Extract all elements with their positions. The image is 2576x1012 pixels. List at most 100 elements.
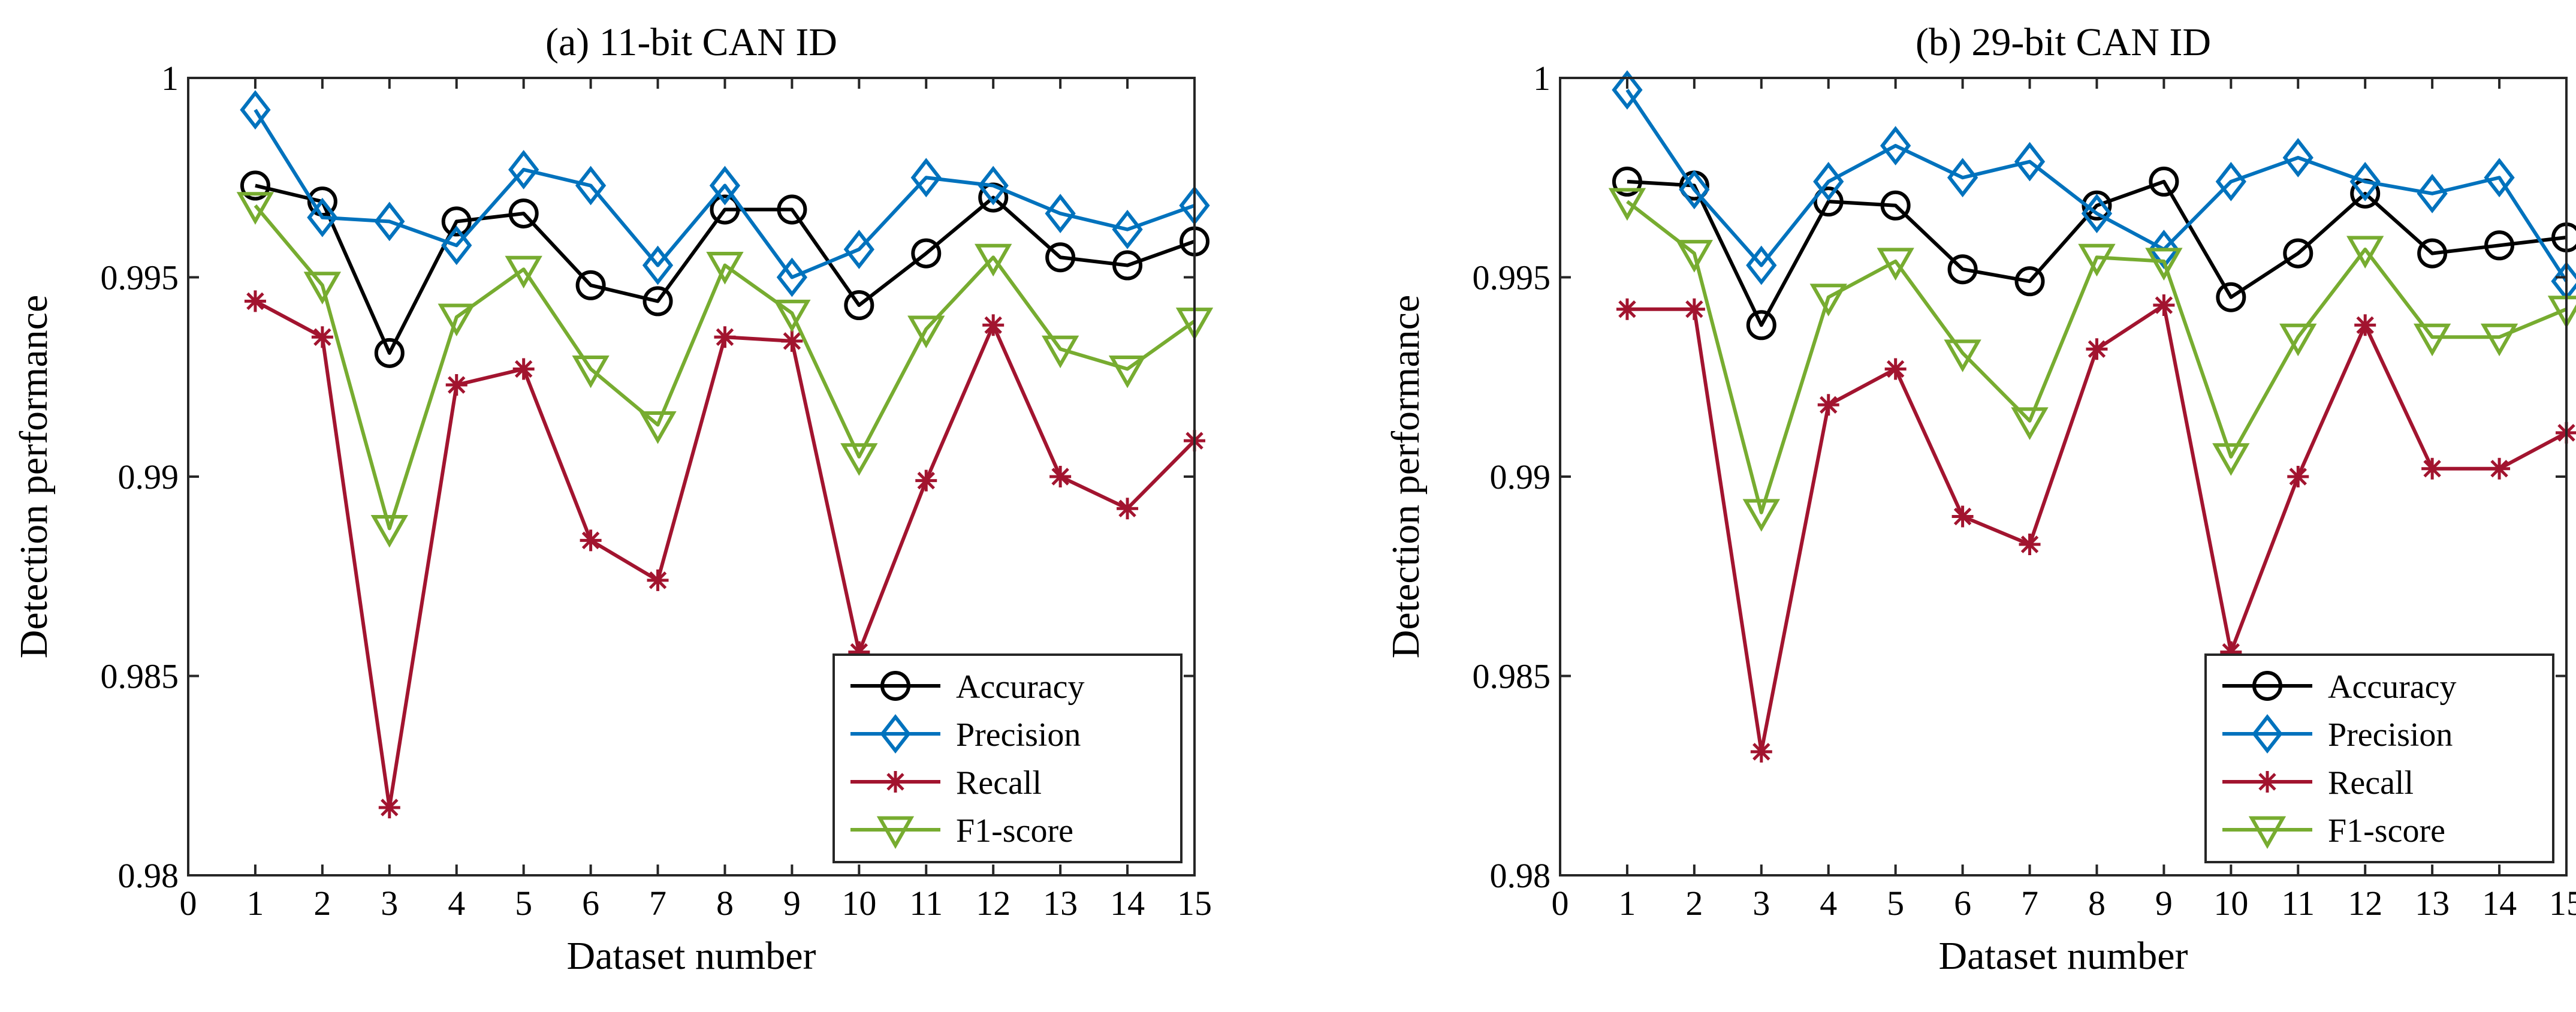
y-axis-label: Detection performance bbox=[12, 295, 56, 659]
x-tick-label: 8 bbox=[2088, 884, 2106, 923]
data-point-f1-score-6 bbox=[572, 355, 610, 388]
data-point-accuracy-6 bbox=[575, 270, 606, 300]
x-tick-label: 14 bbox=[1110, 884, 1145, 923]
x-tick-label: 0 bbox=[1552, 884, 1569, 923]
data-point-recall-12 bbox=[2354, 314, 2376, 336]
data-point-precision-10 bbox=[843, 230, 874, 269]
data-point-f1-score-7 bbox=[2011, 407, 2049, 440]
x-tick-label: 13 bbox=[1043, 884, 1078, 923]
legend-label: Precision bbox=[2328, 716, 2453, 754]
y-tick-label: 0.995 bbox=[101, 258, 179, 297]
data-point-recall-9 bbox=[2153, 294, 2175, 317]
data-point-recall-14 bbox=[1117, 498, 1139, 520]
x-tick-label: 11 bbox=[909, 884, 943, 923]
x-tick-label: 6 bbox=[1954, 884, 1971, 923]
data-point-precision-3 bbox=[1746, 245, 1777, 285]
data-point-recall-7 bbox=[647, 569, 669, 591]
data-point-accuracy-14 bbox=[2484, 230, 2515, 261]
y-tick-label: 0.99 bbox=[1490, 457, 1551, 496]
data-point-recall-12 bbox=[982, 314, 1005, 336]
y-axis-label: Detection performance bbox=[1384, 295, 1428, 659]
legend-marker-icon bbox=[2248, 816, 2287, 850]
legend: Accuracy Precision Recall F1-score bbox=[832, 653, 1183, 863]
data-point-f1-score-5 bbox=[1877, 248, 1914, 281]
data-point-f1-score-8 bbox=[2078, 243, 2116, 277]
data-point-accuracy-4 bbox=[441, 206, 472, 237]
data-point-f1-score-9 bbox=[773, 299, 811, 333]
data-point-accuracy-4 bbox=[1813, 186, 1844, 217]
data-point-accuracy-5 bbox=[508, 198, 539, 229]
series-line-precision bbox=[1625, 89, 2568, 282]
y-tick-label: 1 bbox=[161, 59, 179, 98]
series-line-accuracy bbox=[1627, 179, 2567, 327]
legend-item-precision: Precision bbox=[2222, 714, 2453, 754]
data-point-recall-4 bbox=[445, 374, 467, 396]
data-point-precision-9 bbox=[776, 257, 808, 297]
data-point-f1-score-2 bbox=[303, 272, 342, 305]
data-point-precision-10 bbox=[2215, 162, 2246, 201]
data-point-recall-8 bbox=[714, 326, 736, 348]
x-tick-label: 7 bbox=[2021, 884, 2038, 923]
y-tick-label: 0.98 bbox=[118, 856, 179, 895]
data-point-precision-1 bbox=[240, 90, 271, 130]
legend-label: Accuracy bbox=[2328, 668, 2457, 706]
data-point-f1-score-11 bbox=[2279, 323, 2317, 357]
legend-marker-icon bbox=[885, 771, 906, 793]
data-point-precision-7 bbox=[2014, 141, 2046, 182]
data-point-f1-score-12 bbox=[975, 243, 1012, 277]
legend: Accuracy Precision Recall F1-score bbox=[2204, 653, 2554, 863]
legend-marker-icon bbox=[876, 816, 915, 850]
data-point-recall-13 bbox=[2421, 457, 2444, 480]
data-point-f1-score-11 bbox=[907, 315, 945, 348]
data-point-precision-12 bbox=[2349, 162, 2381, 201]
x-tick-label: 7 bbox=[649, 884, 666, 923]
legend-marker-icon bbox=[880, 714, 911, 754]
x-tick-label: 9 bbox=[783, 884, 801, 923]
data-point-accuracy-9 bbox=[2149, 166, 2179, 197]
data-point-f1-score-7 bbox=[639, 411, 677, 444]
data-point-accuracy-11 bbox=[911, 238, 942, 269]
data-point-accuracy-7 bbox=[643, 286, 673, 317]
data-point-accuracy-13 bbox=[2417, 238, 2448, 269]
data-point-recall-6 bbox=[1951, 505, 1974, 528]
data-point-recall-3 bbox=[378, 796, 400, 818]
data-point-precision-4 bbox=[441, 225, 472, 266]
data-point-f1-score-10 bbox=[2212, 443, 2250, 476]
x-tick-label: 2 bbox=[1685, 884, 1703, 923]
legend-marker-icon bbox=[2252, 671, 2282, 701]
data-point-precision-5 bbox=[508, 150, 539, 189]
x-tick-label: 5 bbox=[515, 884, 532, 923]
data-point-f1-score-14 bbox=[2480, 323, 2518, 357]
chart-panel-29-bit: (b) 29-bit CAN ID0 1 2 3 4 5 6 7 8 9 10 11 12 13 14 150… bbox=[1384, 20, 2576, 978]
data-point-precision-4 bbox=[1813, 162, 1844, 201]
data-point-accuracy-3 bbox=[1746, 310, 1776, 341]
x-tick-label: 1 bbox=[1618, 884, 1636, 923]
data-point-accuracy-13 bbox=[1045, 242, 1076, 273]
data-point-f1-score-5 bbox=[505, 255, 542, 289]
data-point-f1-score-3 bbox=[1742, 499, 1780, 532]
data-point-recall-3 bbox=[1750, 740, 1772, 763]
data-point-accuracy-8 bbox=[710, 194, 740, 225]
legend-label: Precision bbox=[956, 716, 1081, 754]
x-tick-label: 12 bbox=[2348, 884, 2382, 923]
data-point-precision-8 bbox=[709, 165, 741, 206]
legend-label: Recall bbox=[2328, 764, 2414, 802]
data-point-f1-score-13 bbox=[2413, 323, 2451, 357]
data-point-precision-14 bbox=[1112, 209, 1143, 249]
data-point-recall-8 bbox=[2086, 338, 2108, 360]
data-point-recall-2 bbox=[311, 326, 333, 348]
data-point-accuracy-7 bbox=[2014, 266, 2045, 297]
x-tick-label: 9 bbox=[2155, 884, 2173, 923]
data-point-accuracy-14 bbox=[1112, 250, 1143, 281]
data-point-recall-14 bbox=[2488, 457, 2511, 480]
data-point-precision-11 bbox=[910, 158, 942, 198]
data-point-recall-1 bbox=[1616, 298, 1638, 320]
data-point-recall-1 bbox=[244, 290, 266, 312]
legend-item-accuracy: Accuracy bbox=[850, 668, 1085, 706]
legend-marker-icon bbox=[880, 671, 910, 701]
data-point-precision-3 bbox=[374, 201, 405, 242]
legend-label: Recall bbox=[956, 764, 1042, 802]
x-tick-label: 4 bbox=[448, 884, 465, 923]
data-point-precision-14 bbox=[2484, 158, 2515, 198]
